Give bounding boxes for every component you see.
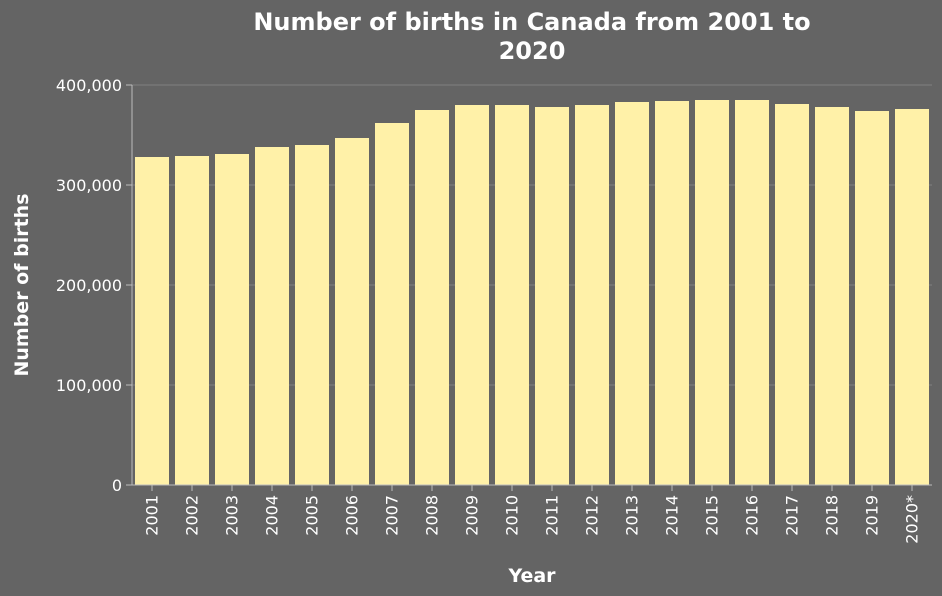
y-tick-label: 200,000 (56, 276, 122, 295)
x-tick-label: 2017 (783, 495, 802, 536)
gridlines (132, 84, 932, 486)
y-tick-label: 100,000 (56, 376, 122, 395)
y-tick-labels: 0 100,000 200,000 300,000 400,000 (56, 76, 122, 495)
axes (126, 84, 932, 491)
x-tick-label: 2012 (583, 495, 602, 536)
x-tick-label: 2006 (343, 495, 362, 536)
bar-2012 (575, 105, 609, 485)
bar-2007 (375, 123, 409, 485)
x-tick-label: 2001 (143, 495, 162, 536)
bar-2015 (695, 100, 729, 485)
x-tick-label: 2005 (303, 495, 322, 536)
x-tick-label: 2002 (183, 495, 202, 536)
chart-title-line-1: Number of births in Canada from 2001 to (253, 8, 810, 36)
x-tick-label: 2018 (823, 495, 842, 536)
x-tick-label: 2003 (223, 495, 242, 536)
x-tick-label: 2004 (263, 495, 282, 536)
x-axis-title: Year (507, 565, 556, 587)
y-axis-title: Number of births (11, 193, 33, 376)
bar-2019 (855, 111, 889, 485)
bar-2005 (295, 145, 329, 485)
bar-2002 (175, 156, 209, 485)
x-tick-label: 2010 (503, 495, 522, 536)
bar-2020* (895, 109, 929, 485)
bar-2018 (815, 107, 849, 485)
bar-2006 (335, 138, 369, 485)
y-tick-label: 300,000 (56, 176, 122, 195)
bar-2009 (455, 105, 489, 485)
x-tick-label: 2015 (703, 495, 722, 536)
x-tick-label: 2007 (383, 495, 402, 536)
bars (135, 100, 929, 485)
x-tick-labels: 2001 2002 2003 2004 2005 2006 2007 2008 2009 2010… (143, 495, 922, 544)
bar-2014 (655, 101, 689, 485)
bar-2016 (735, 100, 769, 485)
x-tick-label: 2016 (743, 495, 762, 536)
bar-2011 (535, 107, 569, 485)
x-tick-label: 2014 (663, 495, 682, 536)
x-tick-label: 2013 (623, 495, 642, 536)
bar-2013 (615, 102, 649, 485)
bar-2001 (135, 157, 169, 485)
bar-2017 (775, 104, 809, 485)
x-tick-label: 2008 (423, 495, 442, 536)
y-tick-label: 0 (112, 476, 122, 495)
bar-2010 (495, 105, 529, 485)
x-tick-label: 2011 (543, 495, 562, 536)
bar-2004 (255, 147, 289, 485)
x-tick-label: 2020* (903, 495, 922, 544)
y-tick-label: 400,000 (56, 76, 122, 95)
bar-2003 (215, 154, 249, 485)
x-tick-label: 2009 (463, 495, 482, 536)
bar-2008 (415, 110, 449, 485)
chart-title-line-2: 2020 (499, 37, 566, 65)
x-tick-label: 2019 (863, 495, 882, 536)
